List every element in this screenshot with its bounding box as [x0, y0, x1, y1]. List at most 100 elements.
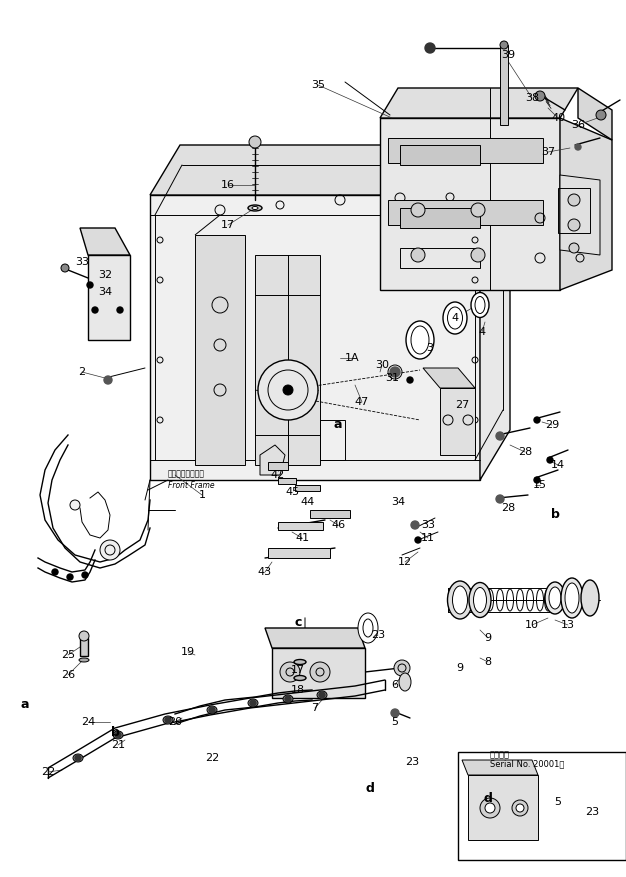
Polygon shape	[260, 445, 285, 475]
Ellipse shape	[545, 582, 565, 614]
Polygon shape	[480, 145, 510, 480]
Circle shape	[480, 798, 500, 818]
Circle shape	[391, 709, 399, 717]
Circle shape	[79, 631, 89, 641]
Circle shape	[104, 376, 112, 384]
Polygon shape	[380, 88, 578, 118]
Text: 45: 45	[285, 487, 299, 497]
Circle shape	[516, 804, 524, 812]
Text: 24: 24	[81, 717, 95, 727]
Text: 34: 34	[391, 497, 405, 507]
Circle shape	[250, 700, 256, 706]
Text: 38: 38	[525, 93, 539, 103]
Bar	[80, 638, 88, 656]
Text: 17: 17	[221, 220, 235, 230]
Polygon shape	[462, 760, 538, 775]
Ellipse shape	[207, 706, 217, 714]
Text: 8: 8	[485, 657, 491, 667]
Circle shape	[411, 203, 425, 217]
Ellipse shape	[163, 716, 173, 724]
Polygon shape	[380, 118, 560, 290]
Ellipse shape	[406, 321, 434, 359]
Circle shape	[596, 110, 606, 120]
Circle shape	[568, 194, 580, 206]
Text: 適用号機: 適用号機	[490, 751, 510, 759]
Polygon shape	[468, 775, 538, 840]
Circle shape	[534, 477, 540, 483]
Ellipse shape	[453, 586, 468, 614]
Text: b: b	[111, 725, 120, 738]
Circle shape	[500, 41, 508, 49]
Text: 21: 21	[111, 740, 125, 750]
Ellipse shape	[399, 673, 411, 691]
Bar	[388, 200, 543, 225]
Ellipse shape	[561, 578, 583, 618]
Circle shape	[407, 377, 413, 383]
Circle shape	[258, 360, 318, 420]
Ellipse shape	[294, 675, 306, 681]
Bar	[295, 485, 320, 491]
Circle shape	[485, 803, 495, 813]
Bar	[400, 208, 480, 228]
Text: 33: 33	[75, 257, 89, 267]
Text: 9: 9	[485, 633, 491, 643]
Ellipse shape	[448, 307, 463, 329]
Text: a: a	[334, 418, 342, 431]
Text: 11: 11	[421, 533, 435, 543]
Ellipse shape	[469, 582, 491, 617]
Text: 33: 33	[421, 520, 435, 530]
Text: c: c	[294, 616, 302, 629]
Bar	[400, 145, 480, 165]
Ellipse shape	[248, 205, 262, 211]
Ellipse shape	[549, 587, 561, 609]
Circle shape	[70, 500, 80, 510]
Bar	[278, 522, 323, 530]
Ellipse shape	[411, 326, 429, 354]
Text: 37: 37	[541, 147, 555, 157]
Circle shape	[425, 43, 435, 53]
Circle shape	[496, 495, 504, 503]
Circle shape	[100, 540, 120, 560]
Circle shape	[547, 457, 553, 463]
Text: 39: 39	[501, 50, 515, 60]
Circle shape	[82, 572, 88, 578]
Text: 28: 28	[518, 447, 532, 457]
Text: 44: 44	[301, 497, 315, 507]
Text: 28: 28	[501, 503, 515, 513]
Text: 41: 41	[295, 533, 309, 543]
Text: 23: 23	[371, 630, 385, 640]
Ellipse shape	[358, 613, 378, 643]
Circle shape	[283, 385, 293, 395]
Bar	[388, 138, 543, 163]
Circle shape	[568, 219, 580, 231]
Circle shape	[87, 282, 93, 288]
Circle shape	[411, 248, 425, 262]
Text: 1A: 1A	[345, 353, 359, 363]
Circle shape	[575, 144, 581, 150]
Text: 32: 32	[98, 270, 112, 280]
Polygon shape	[80, 228, 130, 255]
Text: 4: 4	[451, 313, 459, 323]
Text: 43: 43	[258, 567, 272, 577]
Bar	[558, 188, 590, 233]
Text: 25: 25	[61, 650, 75, 660]
Ellipse shape	[283, 695, 293, 703]
Ellipse shape	[252, 206, 258, 210]
Text: 40: 40	[551, 113, 565, 123]
Text: 2: 2	[78, 367, 86, 377]
Ellipse shape	[471, 293, 489, 317]
Circle shape	[52, 569, 58, 575]
Polygon shape	[560, 118, 612, 290]
Polygon shape	[88, 255, 130, 340]
Text: 14: 14	[551, 460, 565, 470]
Polygon shape	[578, 88, 612, 140]
Bar	[278, 478, 296, 484]
Circle shape	[209, 707, 215, 713]
Ellipse shape	[248, 699, 258, 707]
Text: 7: 7	[312, 703, 319, 713]
Circle shape	[415, 537, 421, 543]
Circle shape	[117, 307, 123, 313]
Ellipse shape	[79, 658, 89, 662]
Text: d: d	[366, 781, 374, 795]
Circle shape	[75, 755, 81, 761]
